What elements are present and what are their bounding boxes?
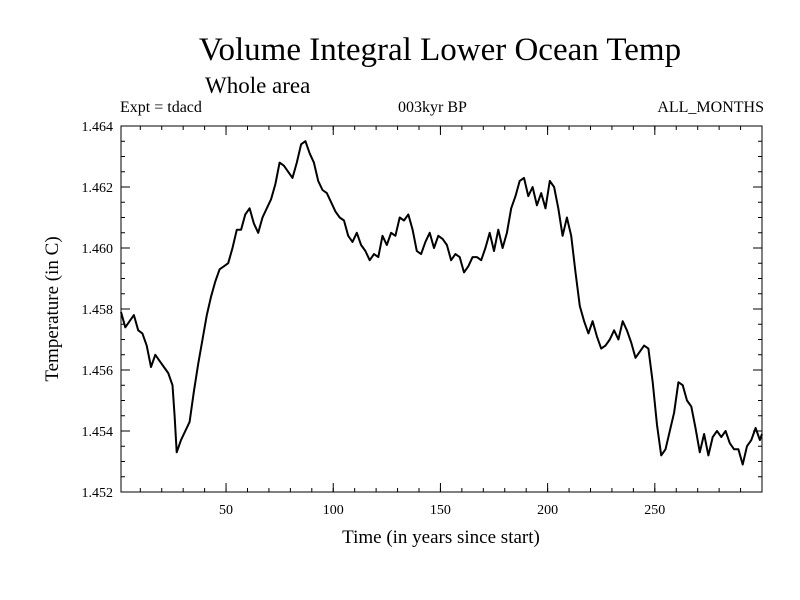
x-tick-label: 100 (323, 503, 344, 518)
experiment-label: Expt = tdacd (120, 99, 202, 116)
x-tick-label: 250 (644, 503, 665, 518)
y-axis-title: Temperature (in C) (42, 236, 63, 381)
x-tick-label: 150 (430, 503, 451, 518)
y-tick-label: 1.454 (82, 425, 114, 440)
x-tick-label: 200 (537, 503, 558, 518)
y-tick-label: 1.462 (82, 181, 114, 196)
chart-title: Volume Integral Lower Ocean Temp (198, 32, 682, 68)
plot-frame (120, 125, 763, 493)
minor-ticks (121, 126, 762, 492)
x-axis-title: Time (in years since start) (342, 527, 540, 548)
y-tick-label: 1.452 (82, 486, 114, 501)
period-label: 003kyr BP (398, 99, 467, 116)
y-tick-label: 1.458 (82, 303, 114, 318)
y-tick-labels: 1.452 1.454 1.456 1.458 1.460 1.462 1.464 (82, 120, 114, 501)
y-tick-label: 1.464 (82, 120, 114, 135)
series-line (120, 140, 763, 466)
y-tick-label: 1.456 (82, 364, 114, 379)
major-ticks (121, 125, 762, 493)
x-tick-label: 50 (219, 503, 233, 518)
chart-subtitle: Whole area (205, 73, 311, 98)
y-tick-label: 1.460 (82, 242, 114, 257)
x-tick-labels: 50 100 150 200 250 (219, 503, 665, 518)
months-label: ALL_MONTHS (657, 99, 764, 116)
